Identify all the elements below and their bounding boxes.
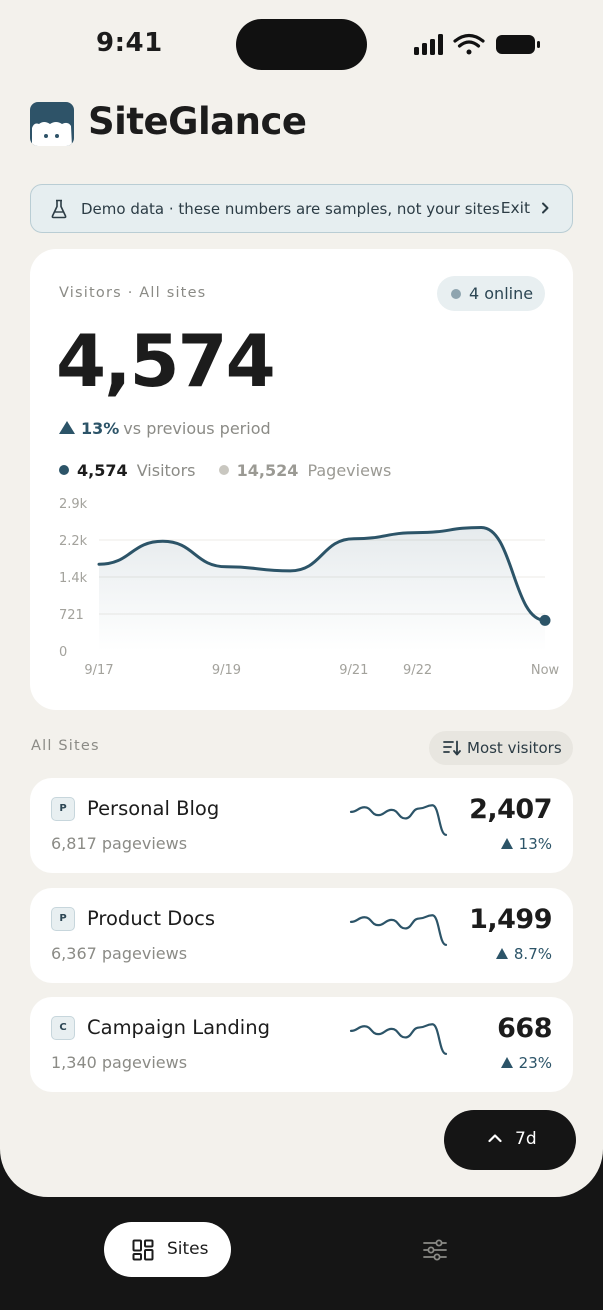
sparkline-path: [349, 1023, 448, 1055]
chevron-right-icon: [542, 202, 549, 214]
delta-percent: 13%: [81, 419, 120, 438]
site-card-product-docs[interactable]: P Product Docs 6,367 pageviews 1,499 8.7…: [30, 888, 573, 983]
visitors-delta: 13% vs previous period: [59, 419, 271, 438]
overview-label: Visitors · All sites: [59, 285, 207, 301]
site-sparkline: [349, 804, 448, 836]
sort-icon: [443, 740, 461, 756]
visitors-area: [99, 527, 545, 651]
demo-banner-text: Demo data · these numbers are samples, n…: [81, 200, 500, 218]
visitors-series-line: [97, 525, 547, 622]
y-tick-label: 1.4k: [59, 571, 88, 586]
sliders-icon: [423, 1239, 447, 1261]
period-selector-button[interactable]: 7d: [444, 1110, 576, 1170]
exit-demo-button[interactable]: Exit: [501, 199, 550, 217]
dynamic-island: [236, 19, 367, 70]
trend-up-icon: [495, 948, 508, 959]
chart-legend: 4,574 Visitors 14,524 Pageviews: [59, 461, 391, 480]
y-tick-label: 2.9k: [59, 497, 88, 512]
demo-banner: Demo data · these numbers are samples, n…: [30, 184, 573, 233]
site-card-campaign-landing[interactable]: C Campaign Landing 1,340 pageviews 668 2…: [30, 997, 573, 1092]
tab-sites[interactable]: Sites: [104, 1222, 231, 1277]
sort-button[interactable]: Most visitors: [429, 731, 573, 765]
visitors-overview-card: Visitors · All sites 4 online 4,574 13% v…: [30, 249, 573, 710]
status-icons: [414, 33, 540, 55]
period-label: 7d: [515, 1129, 537, 1149]
visitors-total: 4,574: [56, 319, 276, 403]
sparkline-path: [349, 804, 448, 836]
site-card-personal-blog[interactable]: P Personal Blog 6,817 pageviews 2,407 13…: [30, 778, 573, 873]
status-time: 9:41: [96, 28, 163, 58]
site-delta: 8.7%: [495, 945, 552, 963]
y-tick-label: 2.2k: [59, 534, 88, 549]
x-tick-label: 9/17: [84, 663, 113, 678]
exit-demo-label: Exit: [500, 199, 531, 217]
legend-pageviews-dot: [218, 465, 229, 475]
legend-pageviews-name: Pageviews: [307, 461, 392, 480]
y-tick-label: 0: [59, 645, 67, 660]
online-now-badge: 4 online: [437, 276, 545, 311]
site-name: Product Docs: [87, 907, 216, 930]
sparkline-path: [349, 914, 448, 946]
tab-sites-label: Sites: [167, 1239, 209, 1259]
visitors-last-point: [539, 614, 551, 626]
online-dot-icon: [451, 289, 461, 299]
legend-pageviews-value: 14,524: [236, 461, 299, 480]
delta-caption: vs previous period: [123, 419, 271, 438]
site-name: Campaign Landing: [87, 1016, 270, 1039]
x-tick-label: 9/22: [403, 663, 432, 678]
y-tick-label: 721: [59, 608, 84, 623]
app-title: SiteGlance: [88, 100, 307, 143]
visitors-chart-svg: 2.9k 2.2k 1.4k 721 0 9/17 9/19 9/21 9/22 Now: [59, 497, 560, 678]
site-sparkline: [349, 1023, 448, 1055]
battery-icon: [496, 35, 540, 54]
legend-visitors-value: 4,574: [77, 461, 128, 480]
legend-visitors-dot: [59, 465, 69, 475]
x-tick-label: Now: [531, 663, 560, 678]
trend-up-icon: [500, 1057, 513, 1068]
sort-label: Most visitors: [467, 739, 562, 757]
app-screen: 9:41 SiteGlance Demo: [0, 0, 603, 1197]
trend-up-icon: [500, 838, 513, 849]
chevron-up-icon: [488, 1134, 502, 1143]
site-name: Personal Blog: [87, 797, 220, 820]
site-delta-value: 23%: [518, 1054, 552, 1072]
site-visitors: 1,499: [469, 904, 552, 935]
trend-up-icon: [59, 421, 75, 434]
visitors-chart[interactable]: 2.9k 2.2k 1.4k 721 0 9/17 9/19 9/21 9/22 Now: [30, 489, 573, 689]
site-delta-value: 8.7%: [513, 945, 552, 963]
cellular-signal-icon: [414, 34, 443, 55]
site-delta: 13%: [500, 835, 552, 853]
site-pageviews: 6,367 pageviews: [51, 944, 188, 963]
site-sparkline: [349, 914, 448, 946]
dashboard-grid-icon: [132, 1239, 154, 1261]
site-visitors: 668: [497, 1013, 552, 1044]
site-badge: C: [51, 1016, 75, 1040]
app-logo-icon: [30, 102, 74, 146]
all-sites-label: All Sites: [31, 738, 100, 754]
site-visitors: 2,407: [469, 794, 552, 825]
online-count: 4 online: [469, 284, 534, 303]
legend-visitors-name: Visitors: [136, 461, 196, 480]
wifi-icon: [453, 33, 485, 55]
site-badge: P: [51, 797, 75, 821]
x-tick-label: 9/19: [212, 663, 241, 678]
site-delta: 23%: [500, 1054, 552, 1072]
flask-icon: [51, 199, 67, 219]
site-pageviews: 6,817 pageviews: [51, 834, 188, 853]
tab-settings[interactable]: [410, 1225, 460, 1275]
site-badge: P: [51, 907, 75, 931]
x-tick-label: 9/21: [339, 663, 368, 678]
site-pageviews: 1,340 pageviews: [51, 1053, 188, 1072]
site-delta-value: 13%: [518, 835, 552, 853]
